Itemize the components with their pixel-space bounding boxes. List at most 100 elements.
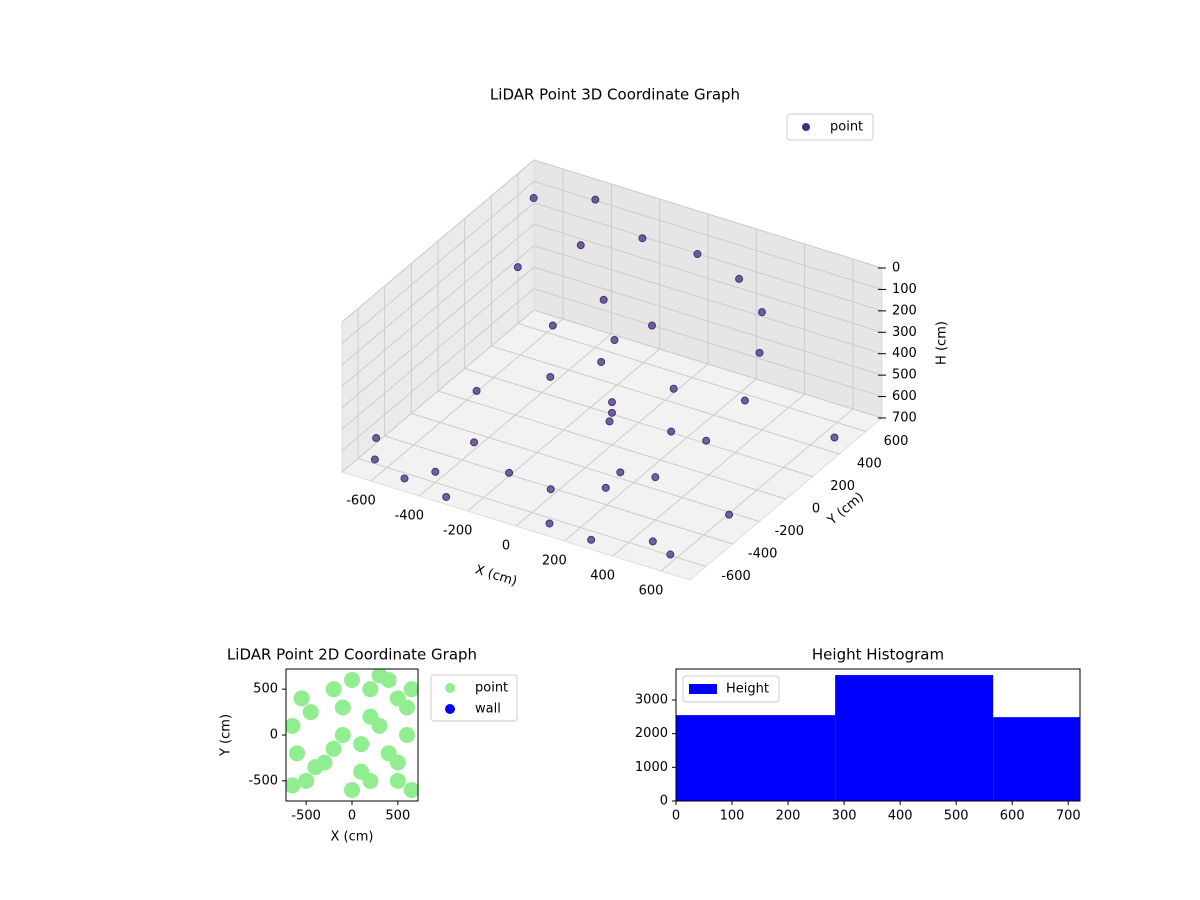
x-tick-label: 700 (1056, 809, 1081, 824)
data-point (442, 492, 451, 501)
data-point (667, 427, 676, 436)
data-point (648, 537, 657, 546)
data-point (529, 194, 538, 203)
x-tick-label: 400 (888, 809, 913, 824)
data-point (307, 759, 324, 776)
x-tick-label: -400 (395, 509, 425, 524)
grid-line (357, 458, 707, 567)
x-tick-label: 100 (720, 809, 745, 824)
y-tick-label: -400 (748, 547, 778, 562)
z-axis-label: H (cm) (935, 321, 950, 365)
data-point (334, 727, 351, 743)
grid-line (341, 223, 535, 387)
legend-marker (445, 683, 455, 693)
data-point (702, 436, 711, 445)
x-tick-label: -500 (291, 809, 321, 824)
legend-box (682, 675, 780, 703)
grid-line (341, 288, 535, 451)
grid-line (533, 223, 883, 333)
data-point (638, 234, 647, 243)
bar (993, 717, 1080, 801)
grid-line (491, 345, 840, 455)
x-axis-label: X (cm) (331, 830, 374, 845)
data-point (293, 690, 310, 707)
grid-line (411, 413, 760, 522)
grid-line (533, 309, 883, 419)
x-tick-label: 600 (639, 584, 664, 599)
grid-line (341, 202, 535, 366)
data-point (362, 772, 379, 789)
grid-line (464, 368, 813, 477)
y-tick-label: 3000 (635, 692, 668, 707)
y-tick-label: -200 (775, 524, 805, 539)
y-axis-label: Y (cm) (219, 714, 234, 757)
data-point (353, 736, 370, 753)
z-tick-label: 500 (892, 368, 917, 383)
data-point (325, 740, 342, 757)
data-point (400, 474, 409, 483)
data-point (610, 336, 619, 344)
data-point (599, 295, 608, 304)
y-tick-label: 0 (270, 728, 278, 743)
grid-line (341, 245, 535, 409)
data-point (576, 241, 585, 250)
data-point (546, 372, 555, 381)
data-point (669, 384, 678, 393)
y-tick-label: 200 (830, 479, 855, 494)
data-point (362, 681, 379, 698)
data-point (399, 727, 415, 743)
legend-label: wall (475, 702, 501, 717)
legend-label: point (475, 681, 508, 696)
data-point (389, 754, 406, 771)
data-point (403, 782, 418, 798)
legend-box (430, 674, 518, 722)
data-point (608, 408, 616, 417)
legend-marker (802, 123, 810, 131)
z-tick-label: 600 (892, 389, 917, 404)
data-point (372, 434, 381, 443)
grid-line (437, 390, 787, 500)
data-point (289, 745, 305, 762)
legend-box (786, 113, 874, 141)
data-point (546, 485, 555, 494)
z-tick-label: 200 (892, 303, 917, 318)
data-point (601, 483, 610, 492)
data-point (370, 455, 379, 464)
data-point (298, 772, 315, 789)
data-point (830, 433, 839, 442)
z-tick-label: 400 (892, 346, 917, 361)
z-tick-label: 100 (892, 282, 917, 297)
data-point (472, 386, 481, 395)
z-tick-label: 300 (892, 325, 917, 340)
data-point (608, 398, 616, 407)
data-point (545, 519, 554, 528)
x-tick-label: 0 (672, 809, 680, 824)
data-point (648, 321, 656, 330)
x-tick-label: 500 (944, 809, 969, 824)
bar (676, 715, 836, 801)
data-point (597, 357, 606, 366)
data-point (651, 473, 660, 482)
data-point (371, 717, 388, 734)
grid-line (517, 323, 867, 432)
data-point (513, 263, 522, 272)
grid-line (384, 435, 733, 545)
data-point (399, 699, 415, 716)
x-axis-label: X (cm) (473, 563, 519, 590)
y-tick-label: -500 (248, 773, 278, 788)
y-tick-label: 2000 (635, 726, 668, 741)
x-tick-label: -600 (346, 494, 376, 509)
plot-frame (675, 668, 1081, 802)
data-point (470, 438, 479, 447)
grid-line (533, 159, 883, 269)
data-point (380, 672, 397, 688)
y-tick-label: 500 (253, 682, 278, 697)
z-tick-label: 0 (892, 261, 900, 276)
x-tick-label: 400 (590, 569, 615, 584)
data-point (286, 777, 301, 794)
data-point (693, 250, 702, 259)
data-point (758, 308, 766, 317)
data-point (389, 772, 406, 789)
grid-line (533, 202, 883, 312)
